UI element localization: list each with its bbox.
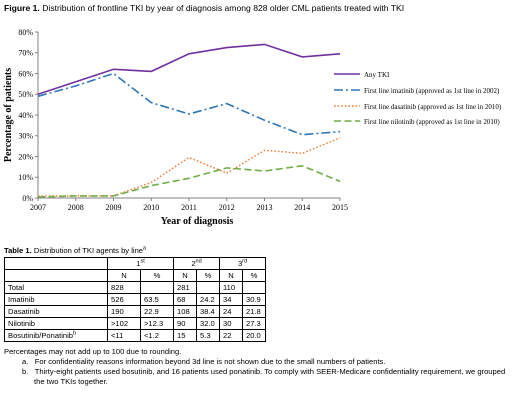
x-tick-label: 2008 xyxy=(68,203,84,212)
table-cell: 68 xyxy=(173,293,197,306)
y-tick-label: 70% xyxy=(18,49,33,58)
table-cell: 24.2 xyxy=(196,293,220,306)
legend-label-1: Any TKI xyxy=(364,71,390,79)
y-tick-label: 50% xyxy=(18,90,33,99)
chart-plot-area xyxy=(37,43,341,198)
tki-distribution-table: 1st 2nd 3rd N % N % N % Total 828 281 11… xyxy=(4,257,266,342)
table-row: Bosutinib/Ponatinibb <11 <1.2 15 5.3 22 … xyxy=(4,329,266,342)
table-notes: Percentages may not add up to 100 due to… xyxy=(4,347,516,387)
table-label: Table 1. xyxy=(4,246,32,255)
series-line-1 xyxy=(37,43,341,96)
row-label: Bosutinib/Ponatinibb xyxy=(4,329,108,342)
table-cell: 15 xyxy=(173,329,197,342)
y-tick-label: 20% xyxy=(18,152,33,161)
subheader-n: N xyxy=(219,269,243,282)
table-cell: 32.0 xyxy=(196,317,220,330)
x-tick-label: 2013 xyxy=(257,203,273,212)
y-tick-label: 10% xyxy=(18,173,33,182)
legend-label-4: First line nilotinib (approved as 1st li… xyxy=(364,118,500,126)
figure-label: Figure 1. xyxy=(4,3,40,13)
table-caption-text: Distribution of TKI agents by line xyxy=(33,246,144,255)
table-cell: 281 xyxy=(173,281,197,294)
table-corner-cell-2 xyxy=(4,269,108,282)
x-tick-label: 2009 xyxy=(106,203,122,212)
table-cell: 63.5 xyxy=(140,293,174,306)
table-cell: 190 xyxy=(107,305,141,318)
table-cell: 30 xyxy=(219,317,243,330)
table-caption-sup: a xyxy=(143,245,147,252)
y-tick-label: 40% xyxy=(18,111,33,120)
table-cell: 5.3 xyxy=(196,329,220,342)
subheader-pct: % xyxy=(140,269,174,282)
table-cell: 21.8 xyxy=(242,305,266,318)
x-tick-label: 2010 xyxy=(143,203,159,212)
table-cell: 828 xyxy=(107,281,141,294)
table-cell xyxy=(242,281,266,294)
table-corner-cell xyxy=(4,257,108,270)
table-row: Total 828 281 110 xyxy=(4,281,266,294)
subheader-n: N xyxy=(107,269,141,282)
table-cell: >12.3 xyxy=(140,317,174,330)
x-tick-label: 2011 xyxy=(181,203,197,212)
table-cell xyxy=(140,281,174,294)
series-line-4 xyxy=(37,164,341,198)
table-header-row-sub: N % N % N % xyxy=(4,269,266,282)
table-cell: >102 xyxy=(107,317,141,330)
rounding-note: Percentages may not add up to 100 due to… xyxy=(4,347,182,356)
table-cell: 90 xyxy=(173,317,197,330)
table-cell: 22.9 xyxy=(140,305,174,318)
y-tick-label: 80% xyxy=(18,28,33,37)
table-row: Nilotinib >102 >12.3 90 32.0 30 27.3 xyxy=(4,317,266,330)
table-cell: 24 xyxy=(219,305,243,318)
legend-label-3: First line dasatinib (approved as 1st li… xyxy=(364,103,502,111)
table-cell: 30.9 xyxy=(242,293,266,306)
x-tick-label: 2012 xyxy=(219,203,235,212)
y-axis-label: Percentage of patients xyxy=(3,68,14,162)
line-chart: 0% 10% 20% 30% 40% 50% 60% 70% 80% 2007 2008 2009 20… xyxy=(3,28,502,227)
table-cell: 108 xyxy=(173,305,197,318)
y-tick-label: 60% xyxy=(18,69,33,78)
row-label: Dasatinib xyxy=(4,305,108,318)
chart-axes: 0% 10% 20% 30% 40% 50% 60% 70% 80% 2007 2008 2009 20… xyxy=(3,28,348,227)
table-cell: <1.2 xyxy=(140,329,174,342)
series-line-3 xyxy=(38,137,341,197)
table-cell: 34 xyxy=(219,293,243,306)
table-cell: <11 xyxy=(107,329,141,342)
table-cell: 526 xyxy=(107,293,141,306)
footnote-b: b. Thirty-eight patients used bosutinib,… xyxy=(22,367,506,386)
footnote-a: a. For confidentiality reasons informati… xyxy=(22,357,386,366)
table-cell: 22 xyxy=(219,329,243,342)
y-tick-label: 0% xyxy=(22,194,33,203)
x-axis-label: Year of diagnosis xyxy=(161,216,234,227)
table-row: Imatinib 526 63.5 68 24.2 34 30.9 xyxy=(4,293,266,306)
header-line-2: 2nd xyxy=(173,257,220,270)
table-header-row-lines: 1st 2nd 3rd xyxy=(4,257,266,270)
table-cell: 20.0 xyxy=(242,329,266,342)
x-tick-label: 2007 xyxy=(30,203,46,212)
figure-caption: Figure 1. Distribution of frontline TKI … xyxy=(4,3,404,13)
figure-caption-text: Distribution of frontline TKI by year of… xyxy=(42,3,405,13)
x-tick-label: 2014 xyxy=(294,203,310,212)
header-line-3: 3rd xyxy=(219,257,266,270)
table-cell: 38.4 xyxy=(196,305,220,318)
row-label: Imatinib xyxy=(4,293,108,306)
table-cell: 27.3 xyxy=(242,317,266,330)
series-line-2 xyxy=(37,72,341,136)
table-cell xyxy=(196,281,220,294)
chart-legend: Any TKI First line imatinib (approved as … xyxy=(334,71,502,126)
legend-label-2: First line imatinib (approved as 1st lin… xyxy=(364,87,500,95)
table-caption: Table 1. Distribution of TKI agents by l… xyxy=(4,246,146,255)
table-row: Dasatinib 190 22.9 108 38.4 24 21.8 xyxy=(4,305,266,318)
table-cell: 110 xyxy=(219,281,243,294)
row-label: Total xyxy=(4,281,108,294)
subheader-pct: % xyxy=(196,269,220,282)
header-line-1: 1st xyxy=(107,257,174,270)
subheader-n: N xyxy=(173,269,197,282)
row-label: Nilotinib xyxy=(4,317,108,330)
y-tick-label: 30% xyxy=(18,132,33,141)
subheader-pct: % xyxy=(242,269,266,282)
x-tick-label: 2015 xyxy=(332,203,348,212)
